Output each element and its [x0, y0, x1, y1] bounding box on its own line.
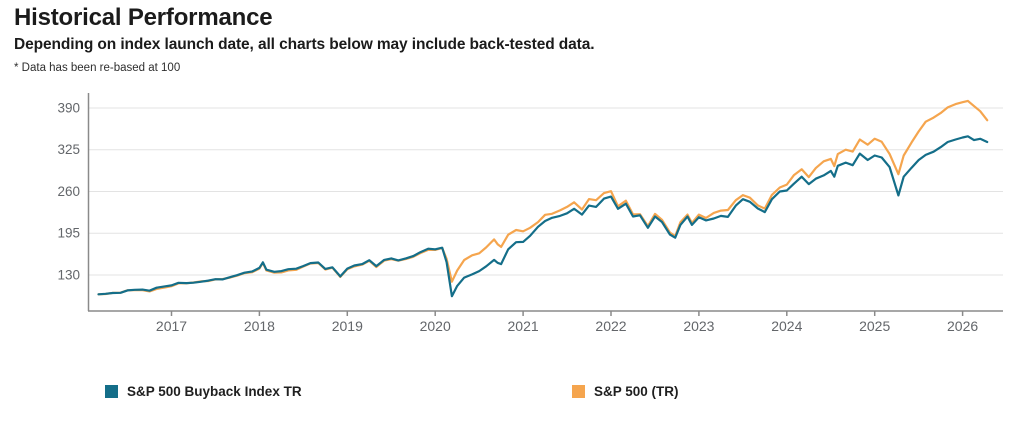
legend-item-sp500-tr[interactable]: S&P 500 (TR) [572, 384, 679, 399]
y-axis-tick-label: 130 [57, 267, 80, 282]
chart-legend: S&P 500 Buyback Index TR S&P 500 (TR) [0, 384, 1024, 408]
x-axis-tick-label: 2017 [156, 318, 187, 334]
x-axis-tick-label: 2023 [683, 318, 714, 334]
performance-line-chart: 130 195 260 325 390 2017 2018 2019 2020 2021 2022 2… [57, 93, 1003, 334]
page-subtitle: Depending on index launch date, all char… [14, 36, 595, 53]
series-line-0 [97, 135, 989, 298]
sp500-series-swatch-icon [572, 385, 585, 398]
buyback-series-swatch-icon [105, 385, 118, 398]
x-axis-tick-label: 2024 [771, 318, 802, 334]
x-axis-tick-label: 2018 [244, 318, 275, 334]
x-axis-tick-label: 2019 [332, 318, 363, 334]
x-axis-tick-label: 2022 [595, 318, 626, 334]
rebase-footnote: * Data has been re-based at 100 [14, 62, 181, 74]
x-axis-tick-label: 2026 [947, 318, 978, 334]
legend-item-buyback-index[interactable]: S&P 500 Buyback Index TR [105, 384, 302, 399]
sp500-series-label: S&P 500 (TR) [594, 384, 679, 399]
y-axis-tick-label: 325 [57, 142, 80, 157]
x-axis-tick-label: 2021 [508, 318, 539, 334]
x-axis-tick-label: 2020 [420, 318, 451, 334]
y-axis-tick-label: 260 [57, 184, 80, 199]
buyback-series-label: S&P 500 Buyback Index TR [127, 384, 302, 399]
page-title: Historical Performance [14, 4, 273, 31]
y-axis-tick-label: 195 [57, 226, 80, 241]
line-chart-canvas: 130 195 260 325 390 2017 2018 2019 2020 2021 2022 2… [57, 93, 1003, 334]
x-axis-tick-label: 2025 [859, 318, 890, 334]
series-line-1 [97, 99, 989, 296]
y-axis-tick-label: 390 [57, 101, 80, 116]
